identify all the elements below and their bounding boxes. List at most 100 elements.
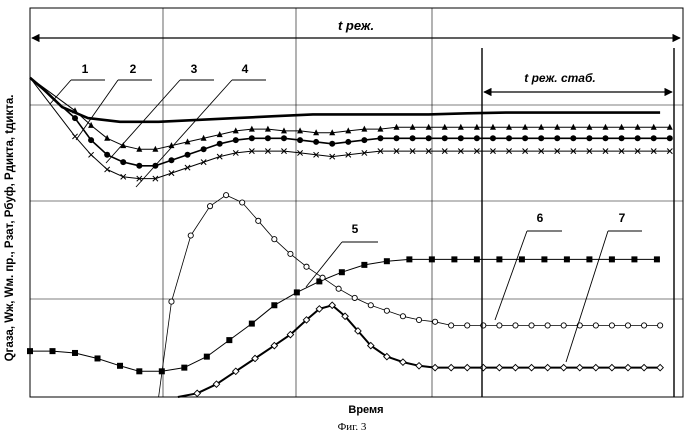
- series-6-point-11: [336, 286, 341, 291]
- series-6-point-6: [256, 218, 261, 223]
- plot-border: [30, 8, 683, 397]
- series-2-point-38: [667, 124, 673, 130]
- series-label-5: 5: [352, 222, 359, 236]
- series-4-point-7: [169, 171, 174, 176]
- series-3-point-7: [168, 157, 174, 163]
- series-7-point-18: [464, 364, 470, 370]
- series-3-point-23: [426, 135, 432, 141]
- series-2-point-13: [265, 126, 271, 132]
- series-3-point-32: [570, 135, 576, 141]
- series-6-point-27: [593, 323, 598, 328]
- series-2-point-34: [602, 124, 608, 130]
- series-7-point-27: [609, 364, 615, 370]
- series-2-point-3: [104, 135, 110, 141]
- series-5-point-19: [451, 256, 457, 262]
- stable-regime-label: t реж. стаб.: [524, 71, 595, 85]
- series-6-point-4: [224, 193, 229, 198]
- series-6-point-5: [240, 200, 245, 205]
- series-5-point-25: [586, 256, 592, 262]
- series-3-point-11: [233, 137, 239, 143]
- series-7-point-23: [544, 364, 550, 370]
- series-6-point-16: [416, 317, 421, 322]
- series-7-point-25: [577, 364, 583, 370]
- series-7-point-22: [528, 364, 534, 370]
- figure-caption: Фиг. 3: [338, 421, 367, 433]
- series-6-point-17: [432, 319, 437, 324]
- series-5-point-28: [654, 256, 660, 262]
- series-3-point-38: [667, 135, 673, 141]
- series-2-point-23: [426, 124, 432, 130]
- series-3-point-15: [297, 137, 303, 143]
- series-5-point-21: [496, 256, 502, 262]
- series-3-point-25: [458, 135, 464, 141]
- series-4-point-3: [105, 167, 110, 172]
- series-3-point-4: [120, 159, 126, 165]
- series-5-point-11: [271, 302, 277, 308]
- series-5-point-23: [541, 256, 547, 262]
- series-7: [178, 302, 663, 397]
- series-7-point-24: [560, 364, 566, 370]
- series-2-point-22: [410, 124, 416, 130]
- series-2-point-29: [522, 124, 528, 130]
- series-3-point-28: [506, 135, 512, 141]
- series-6-point-23: [529, 323, 534, 328]
- series-5-point-12: [294, 289, 300, 295]
- series-label-2: 2: [130, 62, 137, 76]
- leader-line-7: [566, 231, 608, 362]
- series-2-point-28: [506, 124, 512, 130]
- series-3-point-18: [345, 139, 351, 145]
- series-2-point-26: [474, 124, 480, 130]
- series-6-point-29: [625, 323, 630, 328]
- series-3-point-10: [217, 141, 223, 147]
- series-3-point-29: [522, 135, 528, 141]
- series-5-point-3: [95, 355, 101, 361]
- series-3-point-2: [88, 137, 94, 143]
- series-2-point-12: [249, 126, 255, 132]
- series-2-point-27: [490, 124, 496, 130]
- series-3-point-24: [442, 135, 448, 141]
- series-6-point-9: [304, 264, 309, 269]
- series-6-point-14: [384, 308, 389, 313]
- series-3-point-9: [201, 146, 207, 152]
- series-3-point-27: [490, 135, 496, 141]
- series-2-point-36: [635, 124, 641, 130]
- leader-line-4: [136, 80, 232, 187]
- series-6-point-28: [609, 323, 614, 328]
- series-2-point-37: [651, 124, 657, 130]
- series-3-point-20: [377, 135, 383, 141]
- series-3-point-1: [72, 115, 78, 121]
- series-6-point-15: [400, 314, 405, 319]
- series-2-point-31: [554, 124, 560, 130]
- series-5-point-7: [181, 365, 187, 371]
- series-3-point-19: [361, 137, 367, 143]
- series-3-point-36: [635, 135, 641, 141]
- series-5-point-22: [519, 256, 525, 262]
- series-3-point-30: [538, 135, 544, 141]
- series-3-point-33: [586, 135, 592, 141]
- series-6-point-25: [561, 323, 566, 328]
- series-5-point-14: [339, 269, 345, 275]
- series-5-point-18: [429, 256, 435, 262]
- series-5-point-5: [136, 368, 142, 374]
- series-5-point-20: [474, 256, 480, 262]
- series-3-point-35: [619, 135, 625, 141]
- series-5-point-10: [249, 321, 255, 327]
- series-3-point-31: [554, 135, 560, 141]
- series-5-point-9: [226, 337, 232, 343]
- series-label-6: 6: [537, 211, 544, 225]
- series-6-point-1: [169, 299, 174, 304]
- plot-frame: [30, 8, 683, 397]
- series-2-point-1: [72, 107, 78, 113]
- series-3-point-8: [185, 152, 191, 158]
- series-label-4: 4: [242, 62, 249, 76]
- series-7-point-29: [641, 364, 647, 370]
- series-2-point-32: [570, 124, 576, 130]
- series-2-point-19: [361, 126, 367, 132]
- grid: [30, 8, 683, 397]
- series-6-point-12: [352, 295, 357, 300]
- series-6-point-2: [188, 233, 193, 238]
- series-5-point-8: [204, 354, 210, 360]
- series-7-point-16: [432, 364, 438, 370]
- series-3-point-17: [329, 141, 335, 147]
- series-2-point-24: [442, 124, 448, 130]
